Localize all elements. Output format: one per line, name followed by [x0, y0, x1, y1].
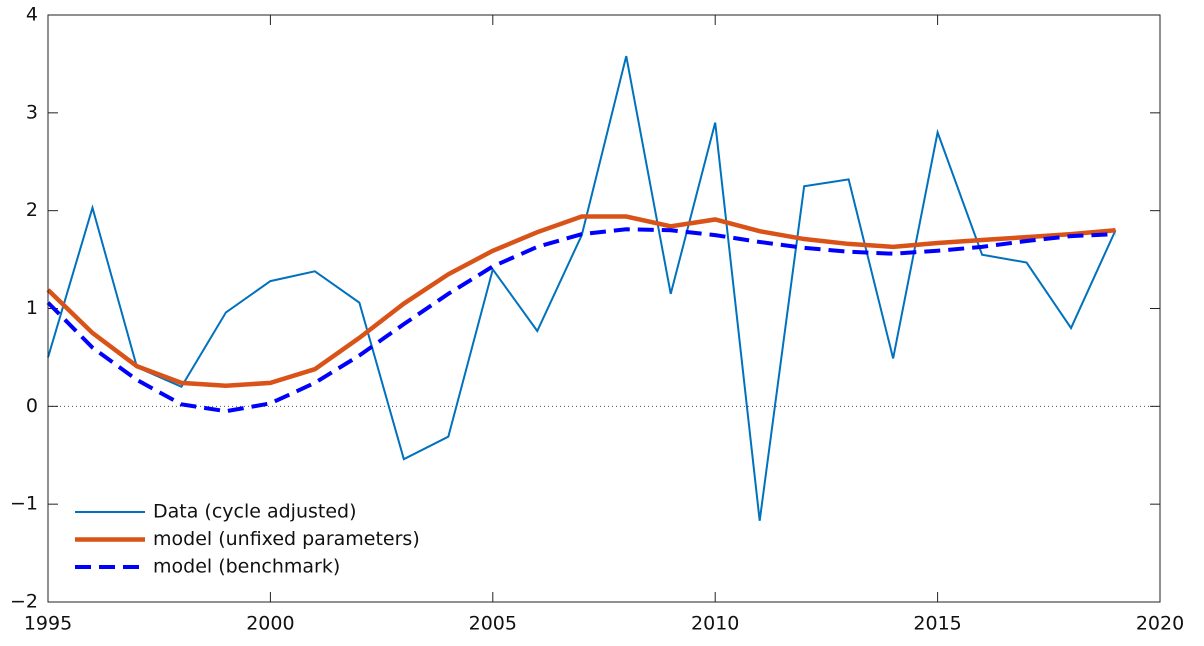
x-tick-label: 1995 — [24, 613, 72, 635]
y-tick-label: −1 — [10, 493, 38, 515]
y-tick-label: 3 — [26, 101, 38, 123]
x-tick-label: 2005 — [469, 613, 517, 635]
series-line — [46, 227, 1116, 414]
legend-label: model (unfixed parameters) — [153, 528, 420, 550]
legend-label: Data (cycle adjusted) — [153, 501, 357, 523]
legend-label: model (benchmark) — [153, 556, 340, 578]
x-tick-label: 2015 — [913, 613, 961, 635]
series-line — [46, 214, 1116, 389]
plot-frame — [47, 14, 1161, 603]
x-tick-label: 2000 — [246, 613, 294, 635]
y-tick-label: 2 — [26, 199, 38, 221]
y-tick-label: 0 — [26, 395, 38, 417]
y-tick-label: 4 — [26, 4, 38, 26]
series-line — [47, 55, 1117, 521]
x-tick-label: 2010 — [691, 613, 739, 635]
y-tick-label: 1 — [26, 297, 38, 319]
y-tick-label: −2 — [10, 591, 38, 613]
x-tick-label: 2020 — [1136, 613, 1184, 635]
